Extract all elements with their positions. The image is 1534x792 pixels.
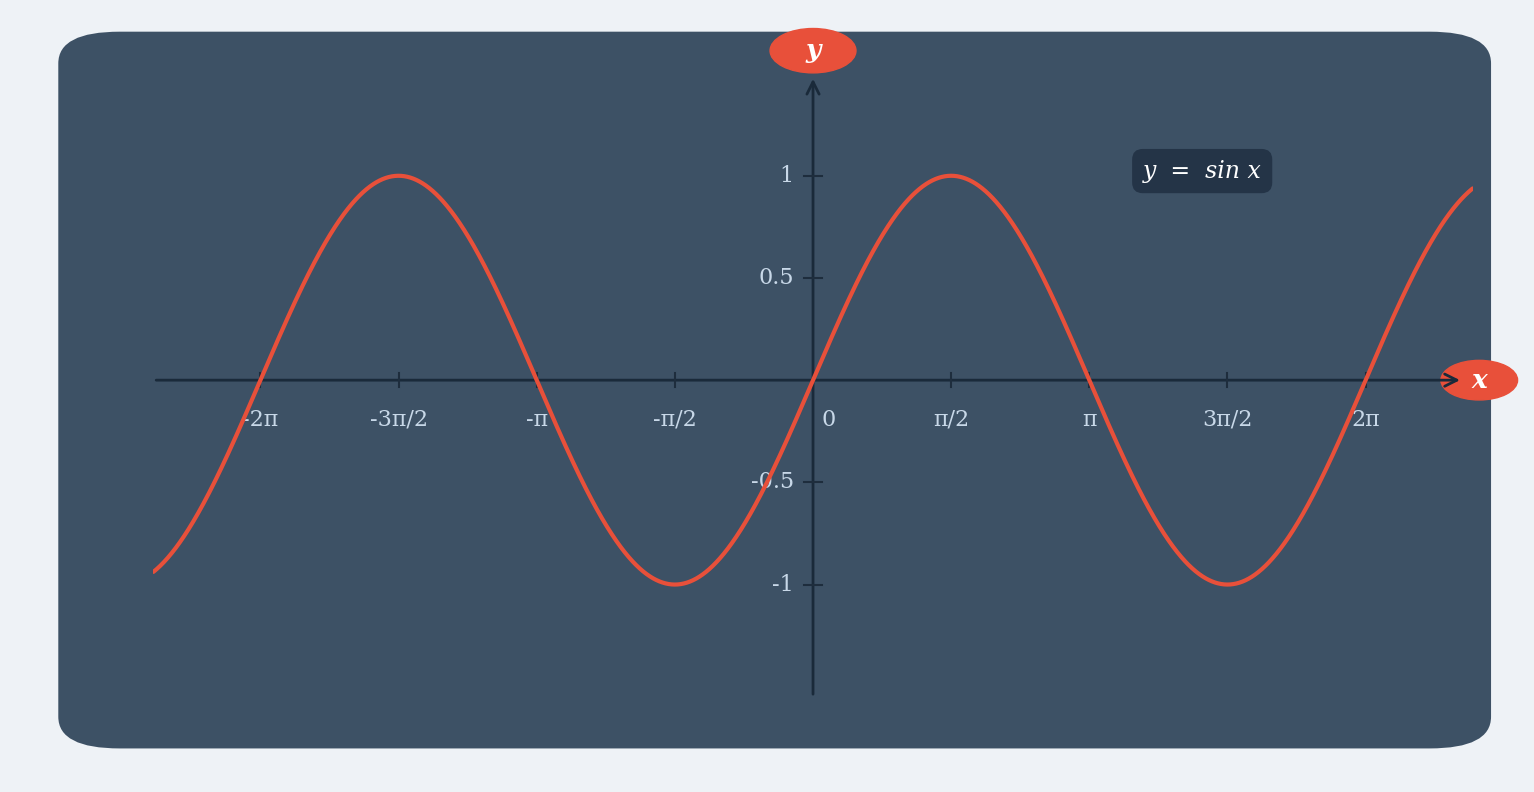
Text: y  =  sin x: y = sin x <box>1143 159 1261 183</box>
FancyBboxPatch shape <box>58 32 1491 748</box>
Text: x: x <box>1471 367 1486 393</box>
Text: -2π: -2π <box>242 409 279 431</box>
Text: π/2: π/2 <box>933 409 969 431</box>
Text: π: π <box>1081 409 1097 431</box>
Text: -3π/2: -3π/2 <box>370 409 428 431</box>
Text: -π/2: -π/2 <box>653 409 696 431</box>
Circle shape <box>1440 360 1517 400</box>
Text: -0.5: -0.5 <box>750 471 793 493</box>
Text: y: y <box>805 38 821 63</box>
Text: 2π: 2π <box>1351 409 1381 431</box>
Text: 0: 0 <box>822 409 836 431</box>
Text: 0.5: 0.5 <box>758 267 793 289</box>
Text: -1: -1 <box>772 573 793 596</box>
Text: 3π/2: 3π/2 <box>1203 409 1253 431</box>
Circle shape <box>770 29 856 73</box>
Text: -π: -π <box>526 409 548 431</box>
Text: 1: 1 <box>779 165 793 187</box>
